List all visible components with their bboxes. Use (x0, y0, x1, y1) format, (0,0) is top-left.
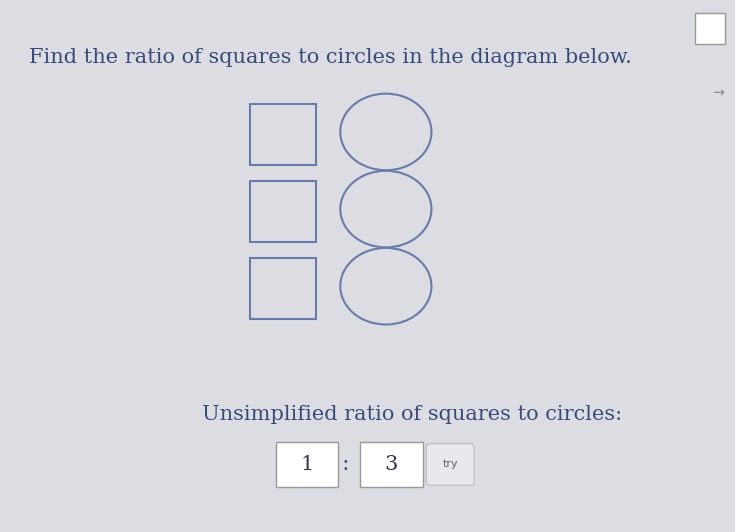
FancyBboxPatch shape (276, 442, 338, 487)
Text: 3: 3 (384, 455, 398, 473)
Text: try: try (442, 460, 458, 469)
Text: Unsimplified ratio of squares to circles:: Unsimplified ratio of squares to circles… (201, 405, 622, 425)
Text: 1: 1 (300, 455, 314, 473)
Text: Find the ratio of squares to circles in the diagram below.: Find the ratio of squares to circles in … (29, 48, 632, 67)
FancyBboxPatch shape (360, 442, 423, 487)
FancyBboxPatch shape (695, 13, 725, 44)
Text: :: : (342, 453, 349, 476)
Text: ←: ← (713, 82, 725, 96)
FancyBboxPatch shape (426, 444, 474, 485)
